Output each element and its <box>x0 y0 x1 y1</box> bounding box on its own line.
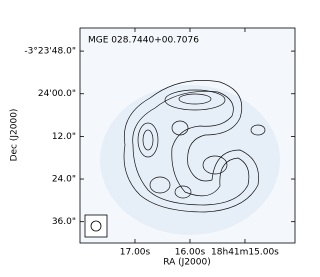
y-axis-label: Dec (J2000) <box>10 109 20 162</box>
x-tick-label: 17.00s <box>120 248 151 258</box>
y-tick-label: 12.0" <box>52 132 76 142</box>
y-tick-label: 24'00.0" <box>38 89 76 99</box>
chart-title: MGE 028.7440+00.7076 <box>88 36 199 46</box>
x-axis-label: RA (J2000) <box>163 258 211 268</box>
x-tick-label: 18h41m15.00s <box>211 248 279 258</box>
emission-map <box>100 80 280 235</box>
beam-box <box>84 214 108 238</box>
y-tick-label: 24.0" <box>52 175 76 185</box>
plot-frame <box>79 27 296 244</box>
y-tick-label: 36.0" <box>52 217 76 227</box>
x-tick-label: 16.00s <box>175 248 206 258</box>
figure: MGE 028.7440+00.7076 RA (J2000) Dec (J20… <box>10 27 296 268</box>
beam <box>90 220 102 232</box>
y-tick-label: -3°23'48.0" <box>24 47 76 57</box>
